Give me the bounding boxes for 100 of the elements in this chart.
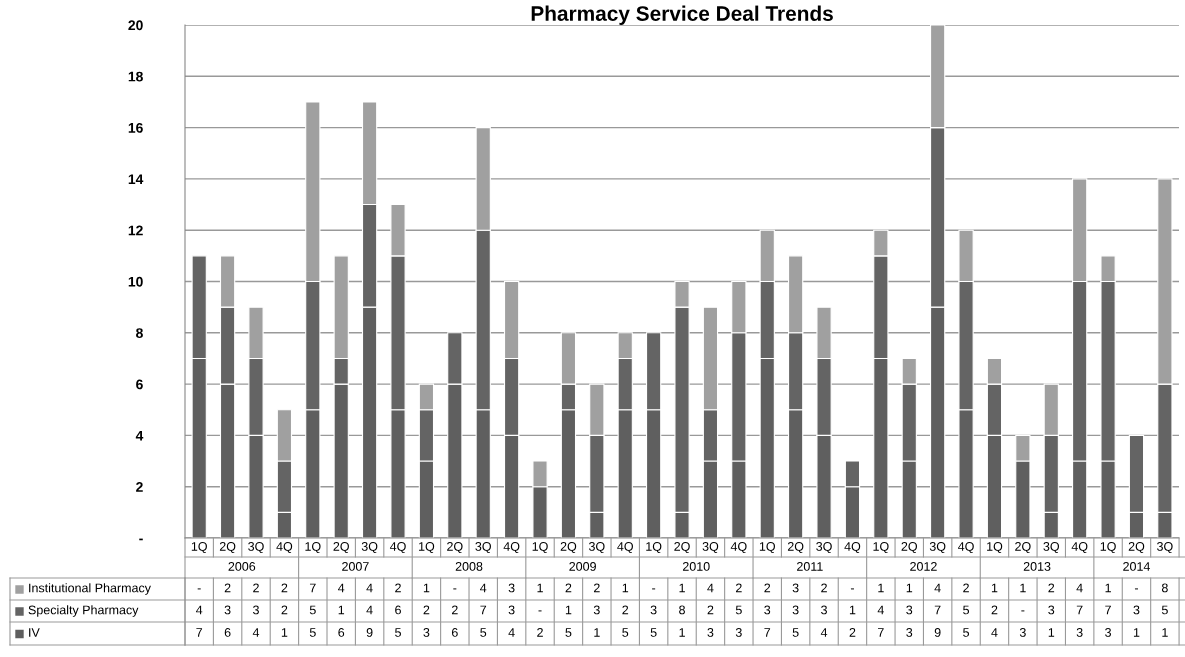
data-label: 1 (849, 605, 856, 615)
data-label: 4 (991, 628, 998, 637)
data-label: 2 (537, 628, 543, 637)
data-label: 5 (963, 628, 970, 637)
data-label: 6 (224, 628, 231, 637)
data-label: 2 (707, 605, 714, 615)
text: 2011 (797, 562, 823, 571)
x-tick-label: 2Q (447, 542, 463, 554)
data-label: 1 (622, 583, 629, 593)
x-tick-label: 2Q (787, 542, 804, 554)
data-label: 3 (508, 583, 515, 593)
x-tick-label: 1Q (419, 542, 435, 554)
data-label: 2 (963, 583, 969, 593)
data-label: 3 (1048, 605, 1055, 615)
data-label: 4 (366, 583, 373, 593)
data-label: 3 (253, 605, 259, 615)
data-label: 4 (366, 605, 373, 615)
data-label: 2 (224, 583, 231, 593)
data-label: 1 (537, 583, 543, 593)
data-label: 6 (338, 628, 345, 637)
data-label: 9 (366, 628, 373, 637)
x-tick-label: 1Q (532, 542, 548, 554)
data-label: 5 (650, 628, 657, 637)
text: 2013 (1023, 562, 1051, 571)
x-tick-label: 3Q (1043, 542, 1060, 554)
x-tick-label: 1Q (873, 542, 889, 554)
data-label: - (453, 588, 457, 590)
data-label: 6 (451, 628, 458, 637)
chart-title: Pharmacy Service Deal Trends (531, 5, 833, 25)
x-tick-label: 4Q (1071, 542, 1088, 554)
data-label: 6 (395, 605, 401, 615)
data-label: 2 (565, 583, 572, 593)
data-label: 2 (253, 583, 259, 593)
data-label: 3 (423, 628, 430, 637)
data-label: 4 (820, 628, 828, 637)
data-label: 2 (423, 605, 430, 615)
data-label: 3 (792, 605, 799, 615)
data-label: 1 (281, 628, 288, 637)
data-label: - (197, 588, 201, 590)
data-label: 2 (991, 605, 998, 615)
data-label: 3 (508, 605, 515, 615)
data-label: 5 (565, 628, 572, 637)
legend-label: Institutional Pharmacy (29, 583, 151, 595)
x-tick-label: 2Q (560, 542, 577, 554)
y-tick-label: 14 (128, 174, 144, 184)
data-label: 4 (707, 583, 714, 593)
x-tick-label: 4Q (503, 542, 520, 554)
data-label: 3 (792, 583, 799, 593)
data-label: - (1021, 610, 1025, 612)
data-label: 1 (338, 605, 345, 615)
data-label: 2 (395, 583, 401, 593)
data-label: 2 (622, 605, 629, 615)
data-label: 2 (736, 583, 742, 593)
data-label: 1 (878, 583, 884, 593)
data-label: 2 (281, 605, 288, 615)
x-tick-label: 3Q (361, 542, 378, 554)
data-label: 1 (906, 583, 913, 593)
x-tick-label: 4Q (730, 542, 747, 554)
x-tick-label: 2Q (901, 542, 917, 554)
data-label: 5 (309, 628, 316, 637)
data-label: - (538, 610, 542, 612)
data-label: 7 (480, 605, 487, 615)
x-tick-label: 2Q (333, 542, 349, 554)
x-tick-label: 3Q (475, 542, 491, 554)
x-tick-label: 3Q (816, 542, 832, 554)
data-label: 7 (878, 628, 884, 637)
data-label: 5 (1161, 605, 1168, 615)
data-label: 4 (934, 583, 941, 593)
data-label: 1 (423, 583, 430, 593)
x-tick-label: 4Q (844, 542, 861, 554)
data-label: 8 (1161, 583, 1168, 593)
x-tick-label: 1Q (305, 542, 321, 554)
data-label: 5 (622, 628, 629, 637)
data-label: 4 (252, 628, 260, 637)
text: 2012 (910, 562, 937, 571)
x-tick-label: 3Q (702, 542, 719, 554)
data-label: 4 (480, 583, 487, 593)
data-label: 3 (1133, 605, 1140, 615)
data-label: 8 (679, 605, 685, 615)
data-label: 2 (764, 583, 771, 593)
x-tick-label: 1Q (1100, 542, 1116, 554)
data-label: 1 (991, 583, 998, 593)
data-label: 2 (821, 583, 827, 593)
x-tick-label: 1Q (759, 542, 775, 554)
data-label: 5 (395, 628, 401, 637)
text: 2008 (455, 562, 483, 571)
y-tick-label: 18 (128, 71, 143, 82)
data-label: - (1134, 588, 1138, 590)
x-tick-label: 4Q (617, 542, 633, 554)
data-label: 2 (451, 605, 458, 615)
x-tick-label: 3Q (929, 542, 946, 554)
legend-label: IV (29, 628, 40, 637)
data-label: 3 (707, 628, 714, 637)
x-tick-label: 4Q (389, 542, 406, 554)
legend-label: Specialty Pharmacy (28, 605, 139, 617)
x-tick-label: 4Q (958, 542, 974, 554)
data-label: 3 (735, 628, 742, 637)
data-label: 3 (821, 605, 827, 615)
data-label: 1 (565, 605, 572, 615)
data-label: 7 (196, 628, 203, 637)
